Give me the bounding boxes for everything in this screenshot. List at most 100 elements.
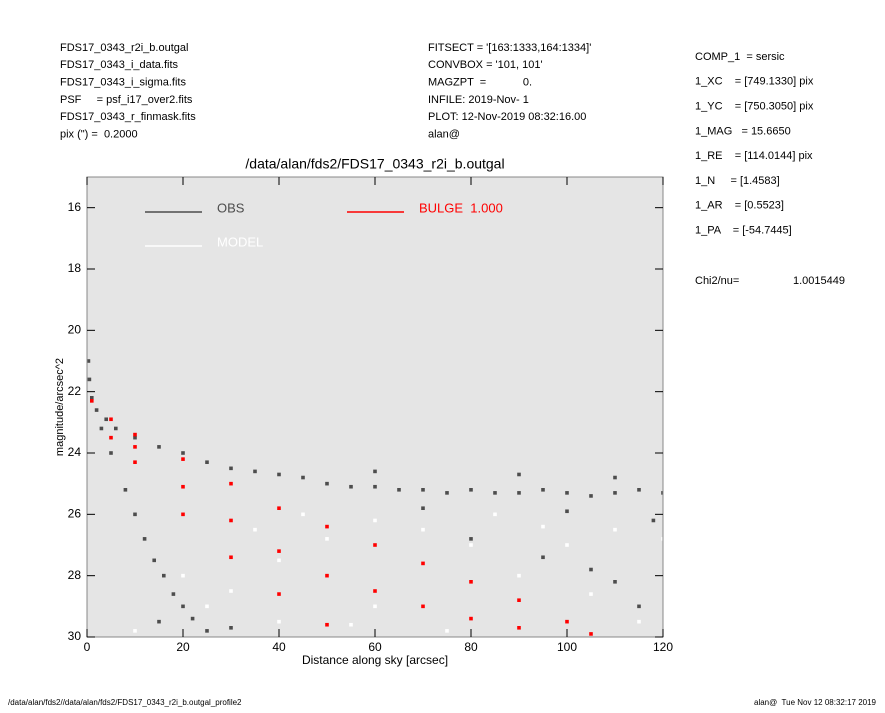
point [157,619,161,624]
point [152,558,156,563]
point [114,426,118,431]
point [133,629,137,633]
point [373,469,377,474]
point [205,604,209,609]
y-tick-label: 20 [68,323,82,337]
point [181,484,185,489]
point [445,629,449,633]
point [421,561,425,566]
header-right-line: 1_MAG = 15.6650 [695,125,791,137]
footer-right: alan@ Tue Nov 12 08:32:17 2019 [754,698,877,707]
point [421,527,425,532]
header-right-line: 1_PA = [-54.7445] [695,225,792,237]
x-tick-label: 0 [84,640,91,654]
point [229,589,233,593]
point [517,472,521,477]
point [565,619,569,624]
point [123,488,128,492]
plot-points [87,359,663,636]
legend-label: OBS [217,200,245,215]
point [171,592,176,596]
point [90,396,94,400]
legend-label: MODEL [217,234,263,249]
point [181,573,185,578]
point [253,527,257,532]
header-middle-line: FITSECT = '[163:1333,164:1334]' [428,42,591,54]
header-middle-line: PLOT: 12-Nov-2019 08:32:16.00 [428,111,586,123]
point [109,451,113,455]
x-tick-label: 20 [176,640,190,654]
point [637,604,641,609]
point [421,488,425,492]
header-middle-line: alan@ [428,128,460,140]
y-tick-label: 26 [68,507,82,521]
point [541,488,545,492]
header-right-line: 1_RE = [114.0144] pix [695,150,813,162]
x-tick-label: 60 [368,640,382,654]
point [613,527,617,532]
point [469,488,473,492]
point [373,518,377,523]
point [661,537,663,541]
point [469,537,473,541]
point [87,359,91,363]
point [541,524,545,529]
header-left-line: pix (") = 0.2000 [60,128,138,140]
point [277,472,281,477]
plot-background [87,177,663,637]
chi2-value: 1.0015449 [793,275,845,287]
point [109,435,113,440]
point [541,555,545,560]
point [373,604,377,609]
header-middle-line: MAGZPT = 0. [428,77,532,89]
point [133,512,137,517]
header-left-line: FDS17_0343_r_finmask.fits [60,111,196,123]
point [181,604,185,609]
point [325,481,329,486]
point [301,475,305,480]
chart-title: /data/alan/fds2/FDS17_0343_r2i_b.outgal [245,156,504,172]
point [133,445,137,449]
point [229,481,233,486]
y-axis-label: magnitude/arcsec^2 [54,358,66,456]
point [181,451,185,455]
point [229,518,233,523]
point [651,518,656,523]
point [277,506,281,510]
point [205,629,209,633]
y-tick-label: 22 [68,384,82,398]
point [517,598,521,602]
y-tick-label: 16 [68,200,82,214]
point [157,445,161,449]
point [445,491,449,495]
point [469,616,473,621]
point [613,580,617,584]
point [517,626,521,630]
point [493,512,497,517]
x-tick-label: 120 [653,640,673,654]
point [661,491,663,495]
point [613,475,617,480]
point [589,632,593,636]
point [589,494,593,498]
header-middle-line: CONVBOX = '101, 101' [428,59,543,71]
y-tick-label: 24 [68,445,82,459]
point [229,555,233,560]
header-right-line: 1_AR = [0.5523] [695,200,784,212]
header-right-line: 1_N = [1.4583] [695,175,780,187]
point [277,549,281,553]
point [349,622,353,627]
point [469,580,473,584]
x-tick-label: 40 [272,640,286,654]
chi2-label: Chi2/nu= [695,275,739,287]
point [253,469,257,474]
point [517,491,521,495]
point [142,537,147,541]
point [133,435,137,440]
point [229,466,233,471]
point [277,619,281,624]
header-right-line: 1_XC = [749.1330] pix [695,76,814,88]
y-tick-label: 18 [68,261,82,275]
point [94,408,99,412]
point [637,619,641,624]
